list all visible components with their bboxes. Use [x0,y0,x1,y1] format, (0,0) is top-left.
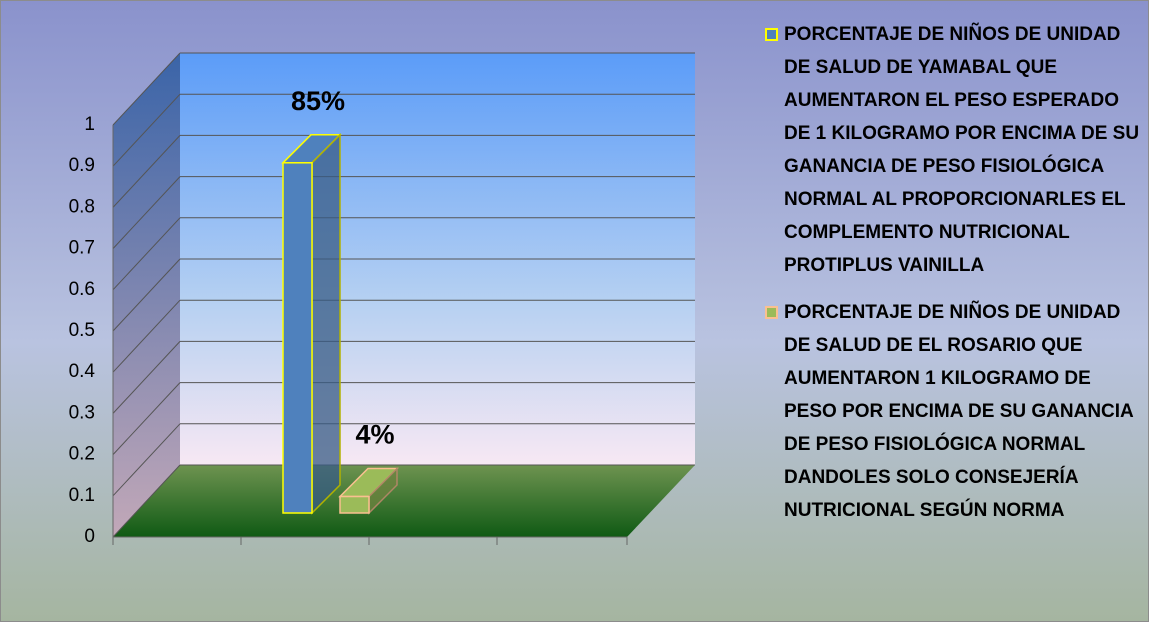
legend-swatch [765,306,778,319]
grid-line [112,423,181,497]
grid-line [112,464,181,538]
legend-label: PORCENTAJE DE NIÑOS DE UNIDAD DE SALUD D… [784,302,1134,521]
y-tick-label: 0.1 [69,485,95,506]
bar-side [311,132,341,515]
y-tick-label: 1 [84,114,95,135]
grid-line [112,217,181,291]
grid-line [112,258,181,332]
grid-line [112,299,181,373]
y-tick-label: 0.2 [69,444,95,465]
y-tick-label: 0 [84,526,95,547]
bar [282,162,313,514]
x-ticks [112,537,628,545]
y-tick-label: 0.6 [69,279,95,300]
y-tick-label: 0.3 [69,402,95,423]
y-tick-label: 0.4 [69,361,96,382]
data-label: 4% [355,420,394,450]
legend-swatch [765,28,778,41]
legend-item: PORCENTAJE DE NIÑOS DE UNIDAD DE SALUD D… [765,18,1143,282]
legend-item: PORCENTAJE DE NIÑOS DE UNIDAD DE SALUD D… [765,296,1143,527]
floor [113,465,695,537]
grid-line [112,176,181,249]
legend-label: PORCENTAJE DE NIÑOS DE UNIDAD DE SALUD D… [784,24,1140,276]
y-tick-label: 0.9 [69,155,95,176]
grid-line [112,135,181,208]
y-tick-label: 0.7 [69,238,95,259]
grid-line [112,341,181,414]
bar [339,495,370,514]
grid-line [112,382,181,455]
legend: PORCENTAJE DE NIÑOS DE UNIDAD DE SALUD D… [765,18,1143,541]
y-tick-label: 0.5 [69,320,95,341]
grid-line [112,52,181,126]
data-label: 85% [291,86,345,116]
y-tick-label: 0.8 [69,196,95,217]
grid-line [112,93,181,167]
